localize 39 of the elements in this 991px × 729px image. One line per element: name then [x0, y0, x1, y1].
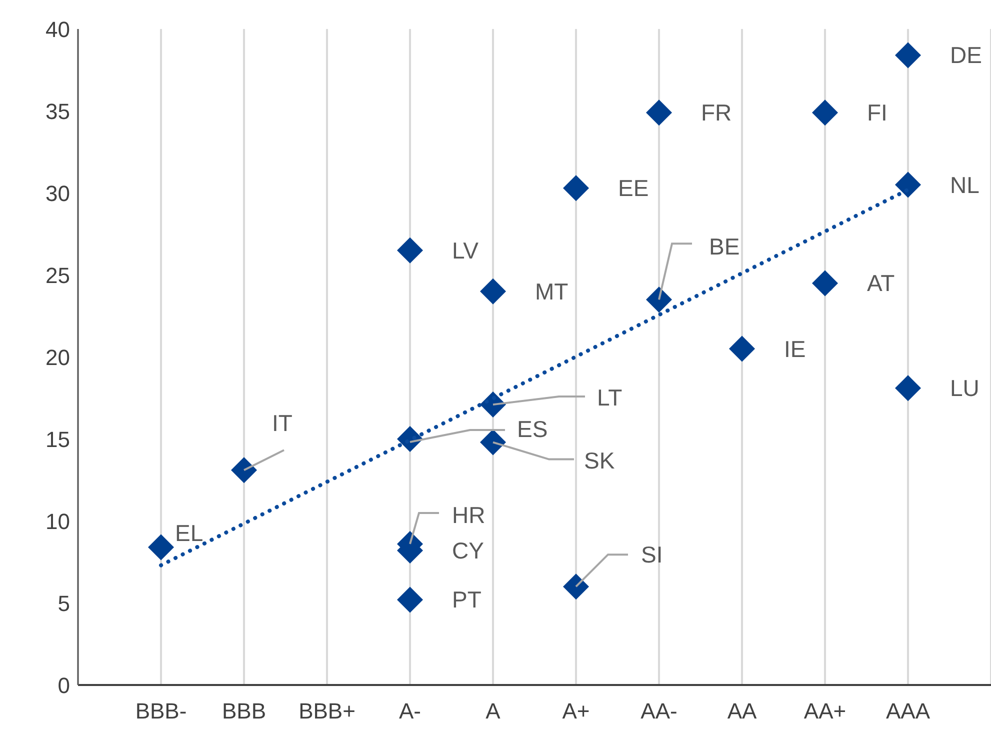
y-tick-label: 25 — [46, 262, 70, 288]
annotation: ES — [517, 416, 548, 442]
y-tick-label: 5 — [58, 590, 70, 616]
annotation: AT — [867, 270, 895, 296]
annotation: EL — [175, 520, 204, 546]
annotation: CY — [452, 538, 484, 564]
x-tick-label: BBB — [222, 698, 266, 724]
annotation: LU — [950, 375, 980, 402]
annotation: HR — [452, 502, 486, 528]
annotation: LV — [452, 237, 480, 264]
x-tick-label: BBB+ — [298, 698, 356, 724]
x-tick-label: A- — [399, 698, 421, 724]
annotation: DE — [950, 42, 982, 68]
x-tick-label: BBB- — [135, 698, 187, 724]
x-tick-label: AA — [727, 698, 757, 724]
y-tick-label: 10 — [46, 508, 70, 534]
y-tick-label: 30 — [46, 180, 70, 206]
y-tick-label: 15 — [46, 426, 70, 452]
y-tick-label: 40 — [46, 16, 70, 42]
annotation: PT — [452, 586, 482, 613]
annotation: IT — [272, 410, 292, 436]
annotation: SI — [641, 542, 663, 568]
annotation: BE — [709, 234, 740, 260]
annotation: FR — [701, 100, 732, 126]
annotation: FI — [867, 100, 888, 126]
y-tick-label: 0 — [58, 672, 70, 698]
annotation: MT — [535, 278, 568, 304]
x-tick-label: A+ — [562, 698, 590, 724]
annotation: EE — [618, 175, 649, 202]
annotation: IE — [784, 336, 806, 362]
y-tick-label: 35 — [46, 98, 70, 124]
x-tick-label: AAA — [886, 698, 930, 724]
annotation: SK — [584, 447, 616, 474]
y-tick-label: 20 — [46, 344, 70, 370]
annotation: LT — [597, 384, 622, 411]
x-tick-label: AA- — [640, 698, 678, 724]
x-tick-label: A — [486, 698, 501, 724]
x-tick-label: AA+ — [804, 698, 846, 724]
annotation: NL — [950, 172, 980, 198]
